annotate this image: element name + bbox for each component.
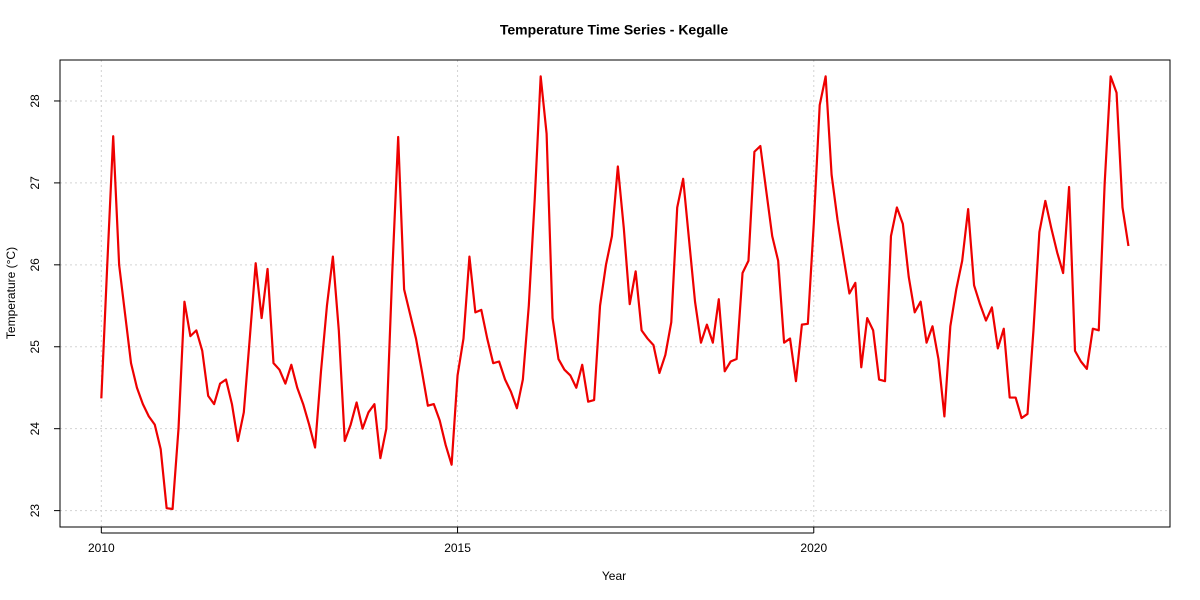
y-tick-label: 25 — [28, 340, 42, 354]
y-axis-label: Temperature (°C) — [4, 247, 18, 339]
x-tick-label: 2015 — [444, 541, 471, 555]
y-tick-label: 23 — [28, 504, 42, 518]
x-tick-label: 2020 — [800, 541, 827, 555]
y-tick-label: 24 — [28, 422, 42, 436]
data-line — [100, 75, 1130, 511]
y-tick-label: 28 — [28, 94, 42, 108]
plot-frame — [59, 59, 1171, 528]
x-axis-label: Year — [602, 569, 626, 583]
y-tick-label: 26 — [28, 258, 42, 272]
y-tick-label: 27 — [28, 176, 42, 190]
x-tick-label: 2010 — [88, 541, 115, 555]
chart-title: Temperature Time Series - Kegalle — [500, 22, 728, 38]
